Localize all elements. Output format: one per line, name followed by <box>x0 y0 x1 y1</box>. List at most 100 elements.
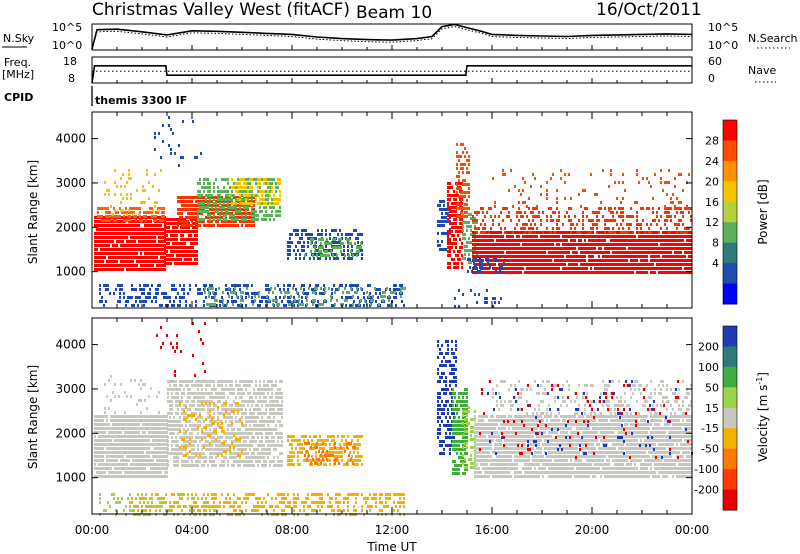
range-cell <box>179 296 181 299</box>
range-cell <box>187 460 189 463</box>
range-cell <box>289 249 291 252</box>
range-cell <box>241 212 243 215</box>
range-cell <box>343 245 345 248</box>
range-cell <box>227 300 229 303</box>
range-cell <box>203 202 205 205</box>
range-cell <box>305 229 307 232</box>
range-cell <box>99 284 101 287</box>
freq-unit: [MHz] <box>2 68 34 81</box>
range-cell <box>104 423 106 426</box>
range-cell <box>277 214 279 217</box>
range-cell <box>604 243 606 246</box>
range-cell <box>275 198 277 201</box>
range-cell <box>638 263 640 266</box>
range-cell <box>126 197 128 200</box>
range-cell <box>552 219 554 222</box>
range-cell <box>530 263 532 266</box>
range-cell <box>522 227 524 230</box>
range-cell <box>552 235 554 238</box>
range-cell <box>586 215 588 218</box>
range-cell <box>193 448 195 451</box>
range-cell <box>544 239 546 242</box>
range-cell <box>162 256 164 259</box>
range-cell <box>462 221 464 224</box>
range-cell <box>562 223 564 226</box>
range-cell <box>241 220 243 223</box>
range-cell <box>263 182 265 185</box>
range-cell <box>183 380 185 383</box>
range-cell <box>174 152 176 155</box>
range-cell <box>156 228 158 231</box>
range-cell <box>112 224 114 227</box>
range-cell <box>233 214 235 217</box>
range-cell <box>690 215 692 218</box>
range-cell <box>652 267 654 270</box>
range-cell <box>279 206 281 209</box>
range-cell <box>622 259 624 262</box>
range-cell <box>195 428 197 431</box>
range-cell <box>154 447 156 450</box>
range-cell <box>148 197 150 200</box>
range-cell <box>156 264 158 267</box>
range-cell <box>472 233 474 236</box>
range-cell <box>187 196 189 199</box>
range-cell <box>117 211 119 214</box>
range-cell <box>314 242 316 245</box>
range-cell <box>650 251 652 254</box>
range-cell <box>255 210 257 213</box>
range-cell <box>552 251 554 254</box>
range-cell <box>490 239 492 242</box>
range-cell <box>499 266 501 269</box>
range-cell <box>105 288 107 291</box>
range-cell <box>108 467 110 470</box>
range-cell <box>174 242 176 245</box>
range-cell <box>199 204 201 207</box>
cpid-value: themis 3300 IF <box>95 94 187 107</box>
range-cell <box>183 408 185 411</box>
range-cell <box>96 459 98 462</box>
range-cell <box>144 236 146 239</box>
range-cell <box>179 300 181 303</box>
range-cell <box>297 249 299 252</box>
range-cell <box>276 303 278 306</box>
range-cell <box>134 224 136 227</box>
range-cell <box>131 284 133 287</box>
range-cell <box>132 268 134 271</box>
range-cell <box>191 392 193 395</box>
range-cell <box>148 228 150 231</box>
range-cell <box>94 443 96 446</box>
range-cell <box>642 251 644 254</box>
range-cell <box>474 251 476 254</box>
range-cell <box>310 238 312 241</box>
range-cell <box>606 231 608 234</box>
range-cell <box>684 227 686 230</box>
range-cell <box>108 443 110 446</box>
range-cell <box>680 219 682 222</box>
range-cell <box>522 239 524 242</box>
range-cell <box>330 295 332 298</box>
range-cell <box>139 219 141 222</box>
range-cell <box>474 245 476 248</box>
range-cell <box>460 163 462 166</box>
range-cell <box>106 475 108 478</box>
range-cell <box>445 208 447 211</box>
range-cell <box>150 256 152 259</box>
range-cell <box>136 431 138 434</box>
range-cell <box>498 243 500 246</box>
range-cell <box>670 215 672 218</box>
range-cell <box>171 304 173 307</box>
range-cell <box>548 247 550 250</box>
range-cell <box>524 255 526 258</box>
range-cell <box>213 212 215 215</box>
range-cell <box>674 231 676 234</box>
range-cell <box>676 197 678 200</box>
range-cell <box>479 266 481 269</box>
range-cell <box>466 215 468 218</box>
range-cell <box>582 251 584 254</box>
range-cell <box>626 263 628 266</box>
range-cell <box>654 231 656 234</box>
range-cell <box>496 255 498 258</box>
range-cell <box>486 243 488 246</box>
range-cell <box>187 224 189 227</box>
range-cell <box>98 252 100 255</box>
